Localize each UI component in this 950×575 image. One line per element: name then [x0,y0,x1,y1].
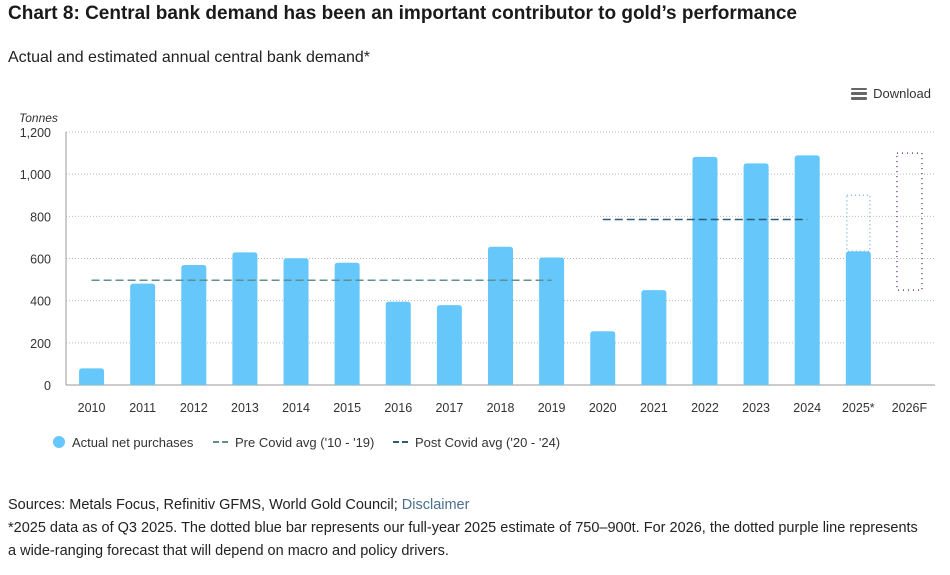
y-tick-label: 200 [30,337,51,351]
x-tick-label: 2019 [538,401,566,415]
bar-2024 [794,155,820,385]
y-tick-label: 0 [44,379,51,393]
sources-line: Sources: Metals Focus, Refinitiv GFMS, W… [8,494,918,517]
bar-2012 [181,265,207,385]
forecast-2026-box [896,152,923,291]
y-tick-label: 1,000 [20,168,51,182]
x-tick-label: 2018 [487,401,515,415]
bar-2010 [79,368,105,385]
x-tick-label: 2025* [842,401,875,415]
menu-icon [851,87,868,100]
x-tick-label: 2022 [691,401,719,415]
footnote-line-1: *2025 data as of Q3 2025. The dotted blu… [8,520,918,536]
footer: Sources: Metals Focus, Refinitiv GFMS, W… [8,494,918,563]
sources-text: Sources: Metals Focus, Refinitiv GFMS, W… [8,497,402,513]
y-tick-label: 1,200 [20,126,51,140]
bar-2023 [743,163,769,385]
chart-title: Chart 8: Central bank demand has been an… [8,3,797,24]
bar-2016 [385,301,411,385]
bar-2020 [590,331,616,385]
x-tick-label: 2015 [333,401,361,415]
bar-2015 [334,262,360,385]
bar-2018 [488,246,513,385]
y-tick-label: 400 [30,295,51,309]
y-tick-label: 600 [30,253,51,267]
y-tick-label: 800 [30,210,51,224]
chart-subtitle: Actual and estimated annual central bank… [8,49,371,66]
y-axis-label: Tonnes [19,111,58,125]
x-tick-label: 2026F [892,401,928,415]
x-tick-label: 2010 [78,401,106,415]
legend-label-pre-covid[interactable]: Pre Covid avg ('10 - '19) [235,435,374,450]
bar-2011 [130,283,156,385]
bar-2017 [436,305,462,385]
x-tick-label: 2011 [129,401,156,415]
x-tick-label: 2016 [384,401,412,415]
footnote-line-2: a wide-ranging forecast that will depend… [8,543,449,559]
bar-chart: Tonnes 0 200 400 600 800 1,000 1,200 2010 2011 20… [19,111,935,450]
x-tick-label: 2020 [589,401,617,415]
bar-2013 [232,252,258,385]
x-tick-label: 2013 [231,401,259,415]
legend-marker-actual [53,436,65,448]
x-tick-label: 2023 [742,401,770,415]
x-tick-label: 2012 [180,401,208,415]
bar-2019 [539,257,565,385]
x-tick-label: 2024 [793,401,821,415]
legend-label-post-covid[interactable]: Post Covid avg ('20 - '24) [415,435,560,450]
bar-2014 [283,258,309,385]
disclaimer-link[interactable]: Disclaimer [401,497,470,513]
legend-label-actual[interactable]: Actual net purchases [72,435,194,450]
x-tick-label: 2014 [282,401,310,415]
x-tick-label: 2017 [435,401,463,415]
download-label: Download [873,86,931,101]
download-button[interactable]: Download [851,86,931,101]
estimate-2025-box [846,194,871,253]
bar-2025* [845,251,871,385]
x-tick-label: 2021 [640,401,668,415]
bar-2022 [692,156,718,385]
bar-2021 [641,290,667,385]
